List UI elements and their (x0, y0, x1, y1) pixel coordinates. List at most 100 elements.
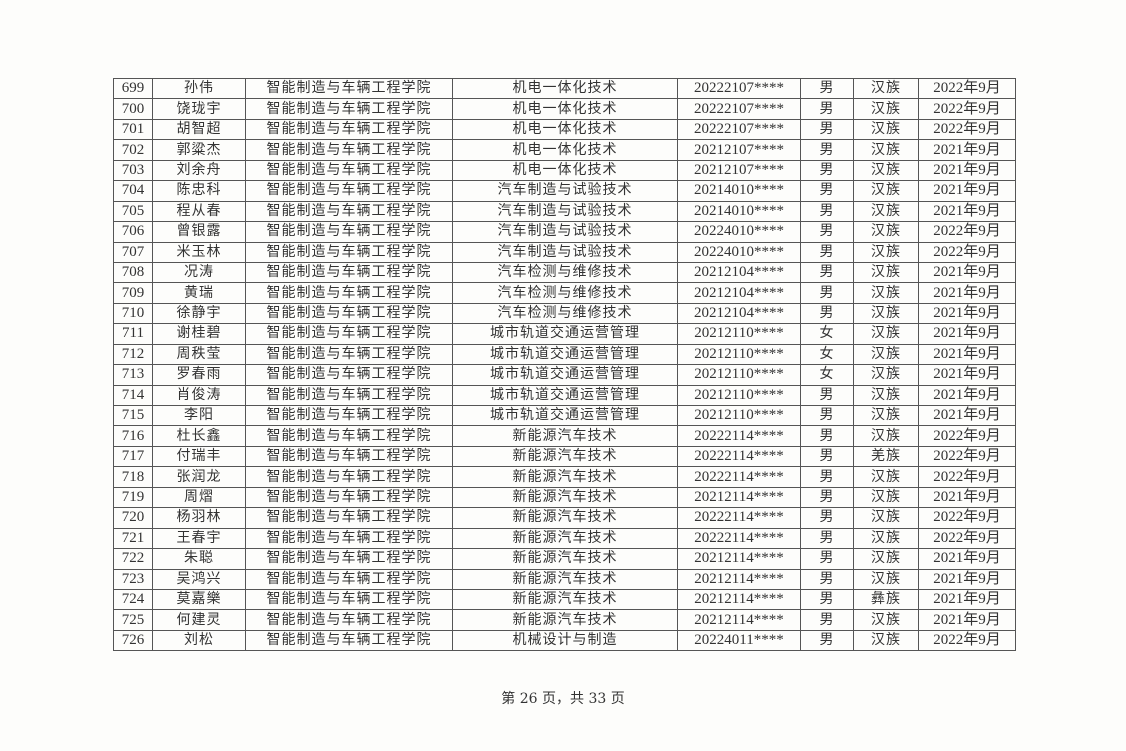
enrollment-date-cell: 2021年9月 (918, 609, 1016, 631)
ethnicity-cell: 汉族 (853, 180, 919, 202)
major-cell: 汽车制造与试验技术 (452, 200, 678, 223)
ethnicity-cell: 汉族 (853, 629, 919, 652)
gender-cell: 男 (800, 609, 854, 631)
college-cell: 智能制造与车辆工程学院 (245, 77, 453, 100)
enrollment-date-cell: 2021年9月 (918, 261, 1016, 284)
enrollment-date-cell: 2022年9月 (918, 445, 1016, 468)
gender-cell: 男 (800, 302, 854, 325)
enrollment-date-cell: 2022年9月 (918, 507, 1016, 529)
major-cell: 新能源汽车技术 (452, 425, 678, 447)
ethnicity-cell: 汉族 (853, 364, 919, 386)
ethnicity-cell: 汉族 (853, 384, 919, 407)
row-number-cell: 720 (113, 507, 153, 529)
gender-cell: 女 (800, 343, 854, 366)
student-id-cell: 20214010**** (677, 200, 801, 223)
major-cell: 机电一体化技术 (452, 77, 678, 100)
table-row: 705 程从春 智能制造与车辆工程学院 汽车制造与试验技术 20214010**** 男汉… (113, 200, 1016, 223)
college-cell: 智能制造与车辆工程学院 (245, 527, 453, 550)
student-id-cell: 20212104**** (677, 261, 801, 284)
row-number-cell: 712 (113, 343, 153, 366)
student-name-cell: 况涛 (152, 261, 246, 284)
student-name-cell: 朱聪 (152, 548, 246, 570)
student-name-cell: 李阳 (152, 404, 246, 427)
ethnicity-cell: 汉族 (853, 98, 919, 120)
ethnicity-cell: 汉族 (853, 241, 919, 263)
ethnicity-cell: 汉族 (853, 609, 919, 631)
student-name-cell: 何建灵 (152, 609, 246, 631)
table-row: 714 肖俊涛 智能制造与车辆工程学院 城市轨道交通运营管理 20212110**** 男… (113, 384, 1016, 407)
student-id-cell: 20222114**** (677, 507, 801, 529)
table-row: 716 杜长鑫 智能制造与车辆工程学院 新能源汽车技术 20222114**** 男汉族 2… (113, 425, 1016, 447)
student-name-cell: 肖俊涛 (152, 384, 246, 407)
ethnicity-cell: 汉族 (853, 323, 919, 345)
major-cell: 机电一体化技术 (452, 139, 678, 161)
student-name-cell: 付瑞丰 (152, 445, 246, 468)
gender-cell: 男 (800, 568, 854, 590)
student-name-cell: 莫嘉樂 (152, 588, 246, 611)
ethnicity-cell: 汉族 (853, 139, 919, 161)
student-table: 699 孙伟 智能制造与车辆工程学院 机电一体化技术 20222107**** 男汉族 20… (113, 77, 1016, 652)
ethnicity-cell: 汉族 (853, 568, 919, 590)
row-number-cell: 722 (113, 548, 153, 570)
gender-cell: 男 (800, 466, 854, 488)
student-id-cell: 20212114**** (677, 486, 801, 509)
major-cell: 新能源汽车技术 (452, 486, 678, 509)
gender-cell: 男 (800, 629, 854, 652)
college-cell: 智能制造与车辆工程学院 (245, 425, 453, 447)
table-row: 699 孙伟 智能制造与车辆工程学院 机电一体化技术 20222107**** 男汉族 20… (113, 77, 1016, 100)
row-number-cell: 707 (113, 241, 153, 263)
student-name-cell: 饶珑宇 (152, 98, 246, 120)
ethnicity-cell: 汉族 (853, 200, 919, 223)
student-name-cell: 曾银露 (152, 221, 246, 243)
student-name-cell: 杨羽林 (152, 507, 246, 529)
enrollment-date-cell: 2021年9月 (918, 323, 1016, 345)
row-number-cell: 700 (113, 98, 153, 120)
student-id-cell: 20212107**** (677, 139, 801, 161)
ethnicity-cell: 汉族 (853, 221, 919, 243)
student-id-cell: 20212104**** (677, 302, 801, 325)
college-cell: 智能制造与车辆工程学院 (245, 404, 453, 427)
table-row: 703 刘余舟 智能制造与车辆工程学院 机电一体化技术 20212107**** 男汉族 2… (113, 159, 1016, 182)
table-row: 719 周熠 智能制造与车辆工程学院 新能源汽车技术 20212114**** 男汉族 20… (113, 486, 1016, 509)
college-cell: 智能制造与车辆工程学院 (245, 548, 453, 570)
college-cell: 智能制造与车辆工程学院 (245, 609, 453, 631)
major-cell: 汽车检测与维修技术 (452, 302, 678, 325)
student-name-cell: 郭粱杰 (152, 139, 246, 161)
enrollment-date-cell: 2021年9月 (918, 200, 1016, 223)
ethnicity-cell: 汉族 (853, 425, 919, 447)
ethnicity-cell: 汉族 (853, 527, 919, 550)
enrollment-date-cell: 2022年9月 (918, 425, 1016, 447)
ethnicity-cell: 汉族 (853, 404, 919, 427)
enrollment-date-cell: 2022年9月 (918, 527, 1016, 550)
table-row: 721 王春宇 智能制造与车辆工程学院 新能源汽车技术 20222114**** 男汉族 2… (113, 527, 1016, 550)
college-cell: 智能制造与车辆工程学院 (245, 302, 453, 325)
table-row: 708 况涛 智能制造与车辆工程学院 汽车检测与维修技术 20212104**** 男汉族… (113, 261, 1016, 284)
student-id-cell: 20212110**** (677, 364, 801, 386)
college-cell: 智能制造与车辆工程学院 (245, 180, 453, 202)
college-cell: 智能制造与车辆工程学院 (245, 118, 453, 141)
college-cell: 智能制造与车辆工程学院 (245, 588, 453, 611)
student-name-cell: 罗春雨 (152, 364, 246, 386)
major-cell: 新能源汽车技术 (452, 527, 678, 550)
enrollment-date-cell: 2021年9月 (918, 159, 1016, 182)
row-number-cell: 726 (113, 629, 153, 652)
gender-cell: 男 (800, 486, 854, 509)
row-number-cell: 710 (113, 302, 153, 325)
student-name-cell: 刘余舟 (152, 159, 246, 182)
college-cell: 智能制造与车辆工程学院 (245, 486, 453, 509)
student-name-cell: 周秩莹 (152, 343, 246, 366)
table-row: 718 张润龙 智能制造与车辆工程学院 新能源汽车技术 20222114**** 男汉族 2… (113, 466, 1016, 488)
row-number-cell: 724 (113, 588, 153, 611)
gender-cell: 男 (800, 548, 854, 570)
gender-cell: 男 (800, 282, 854, 304)
ethnicity-cell: 汉族 (853, 507, 919, 529)
major-cell: 机械设计与制造 (452, 629, 678, 652)
table-row: 706 曾银露 智能制造与车辆工程学院 汽车制造与试验技术 20224010**** 男汉… (113, 221, 1016, 243)
student-name-cell: 徐静宇 (152, 302, 246, 325)
major-cell: 城市轨道交通运营管理 (452, 364, 678, 386)
student-name-cell: 王春宇 (152, 527, 246, 550)
ethnicity-cell: 汉族 (853, 159, 919, 182)
page-number: 第 26 页，共 33 页 (501, 691, 625, 707)
major-cell: 城市轨道交通运营管理 (452, 404, 678, 427)
college-cell: 智能制造与车辆工程学院 (245, 241, 453, 263)
